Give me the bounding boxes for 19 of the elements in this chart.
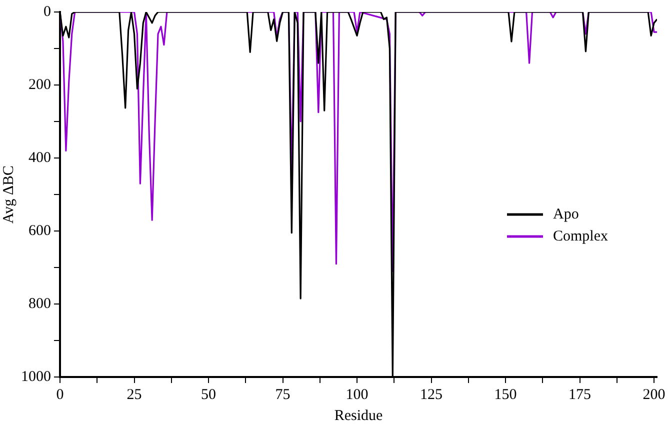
x-tick-label: 100	[346, 386, 368, 403]
legend-label: Complex	[553, 228, 608, 244]
x-tick-label: 175	[568, 386, 592, 403]
x-tick-label: 0	[56, 386, 64, 403]
x-tick-label: 150	[494, 386, 517, 403]
x-axis-title: Residue	[334, 408, 384, 424]
y-tick-label: 1000	[21, 368, 51, 385]
x-tick-label: 75	[275, 386, 290, 403]
x-tick-label: 50	[201, 386, 216, 403]
x-tick-label: 25	[126, 386, 142, 403]
x-tick-label: 125	[420, 386, 443, 403]
y-axis-title: Avg ΔBC	[0, 165, 17, 224]
y-tick-label: 600	[28, 222, 51, 239]
legend-label: Apo	[553, 206, 579, 222]
y-tick-label: 400	[28, 150, 51, 166]
y-tick-label: 800	[28, 296, 51, 312]
y-tick-label: 0	[44, 4, 51, 20]
x-tick-label: 200	[642, 386, 666, 403]
y-tick-label: 200	[28, 76, 51, 93]
